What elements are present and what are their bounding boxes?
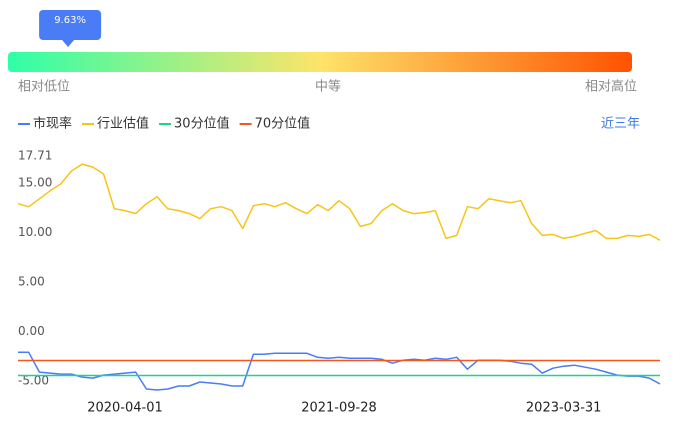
legend-label: 70分位值 <box>255 116 311 132</box>
series-line <box>18 351 661 391</box>
gauge-bar <box>8 52 632 72</box>
y-tick-label: 10.00 <box>18 225 52 239</box>
legend-label: 行业估值 <box>97 116 149 132</box>
gauge-pointer <box>62 40 75 47</box>
period-link[interactable]: 近三年 <box>601 117 640 132</box>
gauge-low: 相对低位 <box>18 80 70 95</box>
x-tick-label: 2023-03-31 <box>526 401 602 416</box>
gauge-high: 相对高位 <box>585 79 637 95</box>
y-tick-label: 0.00 <box>18 324 45 338</box>
y-tick-label: 17.71 <box>18 149 52 163</box>
x-tick-label: 2020-04-01 <box>87 401 163 416</box>
y-tick-label: 5.00 <box>18 274 45 288</box>
gauge-mid: 中等 <box>315 79 341 95</box>
y-tick-label: 15.00 <box>18 175 52 189</box>
legend-label: 30分位值 <box>174 116 230 132</box>
series-line <box>17 163 661 242</box>
x-tick-label: 2021-09-28 <box>301 401 377 416</box>
gauge-bubble <box>39 10 102 40</box>
gauge-value: 9.63% <box>54 15 86 26</box>
y-tick-label: -5.00 <box>18 374 49 388</box>
legend-label: 市现率 <box>33 116 72 132</box>
